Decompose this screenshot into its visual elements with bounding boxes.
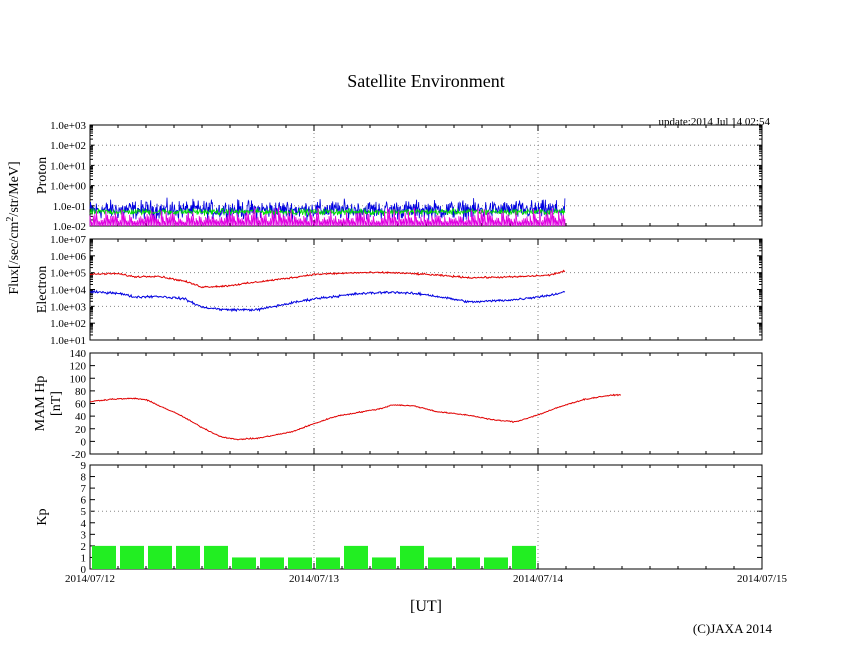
kp-bar <box>288 557 312 569</box>
series-green-line <box>89 207 566 217</box>
x-tick-label: 2014/07/12 <box>65 573 115 585</box>
kp-bar <box>512 545 536 569</box>
chart-title: Satellite Environment <box>347 71 504 91</box>
panel-frame <box>89 352 763 455</box>
y-tick-label: 1.0e+07 <box>50 234 86 246</box>
kp-bar <box>316 557 340 569</box>
kp-bar <box>92 545 116 569</box>
series-blue-line <box>89 197 566 223</box>
y-tick-label: 1.0e+03 <box>50 120 86 132</box>
kp-bar <box>344 545 368 569</box>
kp-bar <box>232 557 256 569</box>
y-tick-label: 6 <box>81 495 87 507</box>
kp-bar <box>400 545 424 569</box>
x-tick-label: 2014/07/14 <box>513 573 564 585</box>
y-tick-label: 100 <box>70 373 87 385</box>
y-tick-label: 8 <box>81 472 87 484</box>
y-tick-label: 40 <box>75 411 87 423</box>
x-tick-label: 2014/07/13 <box>289 573 340 585</box>
y-tick-label: 4 <box>81 518 87 530</box>
y-tick-label: 5 <box>81 506 87 518</box>
y-tick-label: 9 <box>81 460 87 472</box>
y-tick-label: 0 <box>81 436 87 448</box>
y-axis-label: MAM Hp <box>33 376 48 432</box>
kp-bar <box>176 545 200 569</box>
y-tick-label: 1.0e+06 <box>50 251 86 263</box>
y-tick-label: 7 <box>81 483 87 495</box>
kp-bar <box>428 557 452 569</box>
y-tick-label: 1.0e+04 <box>50 285 86 297</box>
y-tick-label: 1.0e+03 <box>50 301 86 313</box>
panel-electron: 1.0e+01 1.0e+02 1.0e+03 1.0e+04 1.0e+05 1.0e+… <box>35 234 763 347</box>
y-tick-label: 1.0e+02 <box>50 318 86 330</box>
kp-bar <box>484 557 508 569</box>
y-tick-label: 140 <box>70 348 87 360</box>
y-tick-label: 20 <box>75 424 87 436</box>
y-tick-label: 3 <box>81 529 87 541</box>
y-tick-label: 1.0e-01 <box>53 201 86 213</box>
y-tick-label: 1.0e-02 <box>53 221 86 233</box>
kp-bar <box>260 557 284 569</box>
y-tick-label: -20 <box>71 449 86 461</box>
kp-bar <box>148 545 172 569</box>
kp-bar <box>456 557 480 569</box>
y-tick-label: 1.0e+05 <box>50 268 86 280</box>
panel-frame <box>89 238 763 341</box>
y-tick-label: 2 <box>81 541 87 553</box>
y-tick-label: 120 <box>70 361 87 373</box>
y-axis-label: [nT] <box>49 391 64 416</box>
y-axis-label: Proton <box>35 157 50 194</box>
y-tick-label: 1 <box>81 552 87 564</box>
y-tick-label: 80 <box>75 386 87 398</box>
series-red-line <box>89 393 622 441</box>
series-magenta-line <box>89 207 566 227</box>
y-tick-label: 1.0e+02 <box>50 140 86 152</box>
y-tick-label: 1.0e+01 <box>50 335 86 347</box>
kp-bar <box>204 545 228 569</box>
kp-bar <box>372 557 396 569</box>
update-timestamp: update:2014 Jul 14 02:54 <box>658 116 770 128</box>
panel-proton: 1.0e-02 1.0e-01 1.0e+00 1.0e+01 1.0e+02 1.0e+… <box>35 120 763 233</box>
x-axis-label: [UT] <box>410 598 442 615</box>
kp-bar <box>120 545 144 569</box>
y-axis-label: Electron <box>35 266 50 313</box>
flux-axis-label: Flux[/sec/cm2/str/MeV] <box>5 161 23 294</box>
y-tick-label: 60 <box>75 399 87 411</box>
y-tick-label: 0 <box>81 564 87 576</box>
copyright-notice: (C)JAXA 2014 <box>693 621 773 636</box>
y-tick-label: 1.0e+01 <box>50 160 86 172</box>
y-tick-label: 1.0e+00 <box>50 181 86 193</box>
y-axis-label: Kp <box>35 508 50 525</box>
series-red-line <box>89 269 566 289</box>
series-blue-line <box>89 289 566 313</box>
x-tick-label: 2014/07/15 <box>737 573 788 585</box>
